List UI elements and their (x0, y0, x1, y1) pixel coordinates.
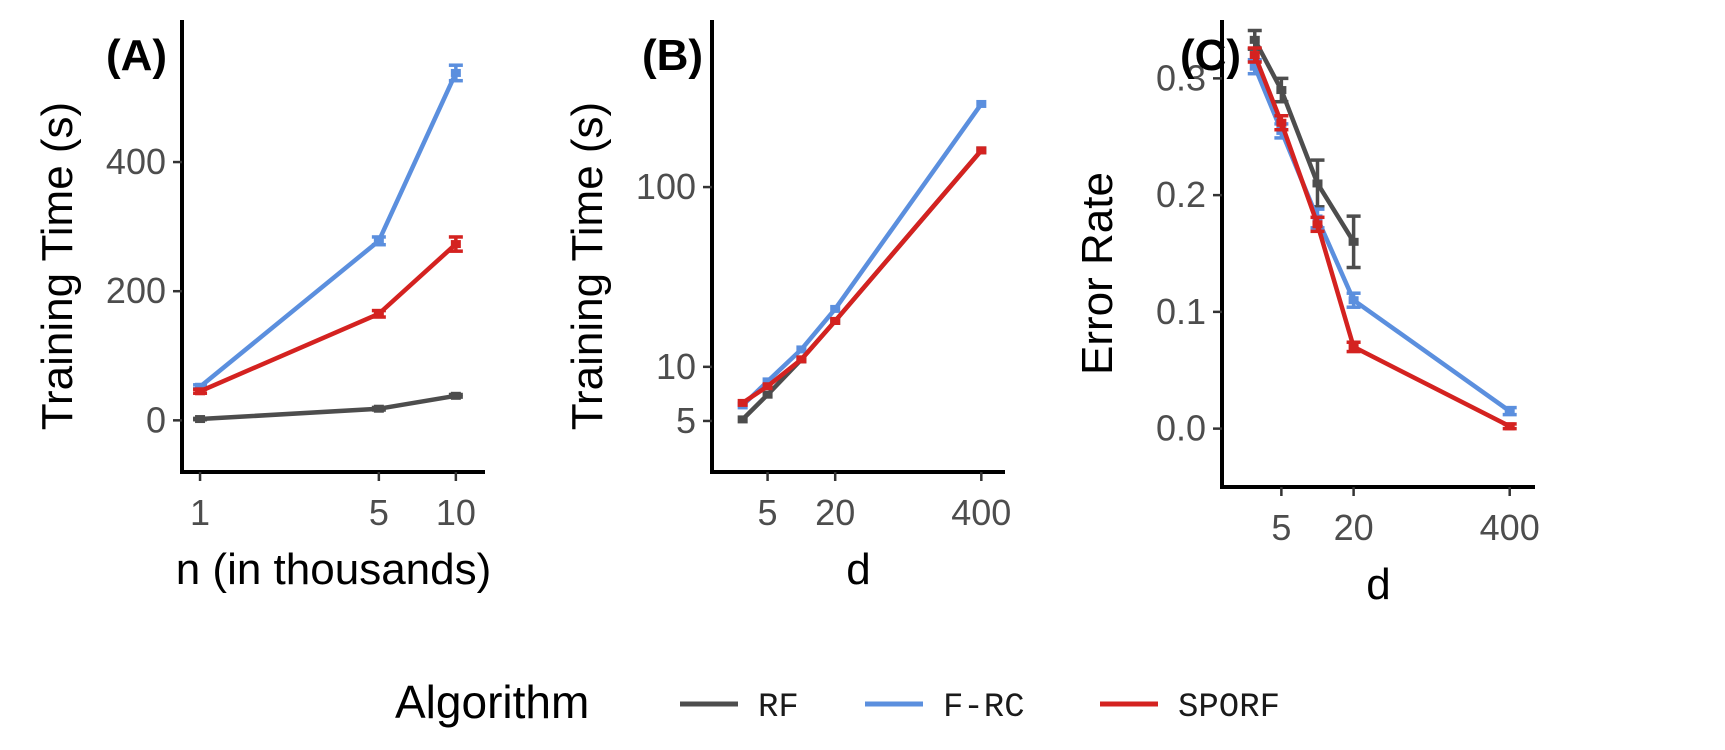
legend-label-rf: RF (758, 689, 799, 727)
x-axis-title: d (1366, 560, 1390, 609)
data-point (976, 146, 987, 155)
x-tick-label: 5 (369, 492, 389, 533)
legend-title: Algorithm (395, 676, 589, 728)
data-point (373, 236, 384, 245)
data-point (762, 377, 773, 386)
series-line (197, 70, 459, 390)
legend-label-f-rc: F-RC (943, 689, 1025, 727)
series-sporf (737, 146, 987, 407)
series-sporf (193, 235, 463, 396)
data-point (1348, 342, 1359, 351)
panel-label: (C) (1180, 31, 1241, 80)
data-point (1312, 220, 1323, 229)
data-point (373, 404, 384, 413)
data-point (1348, 237, 1359, 246)
series-f-rc (737, 99, 987, 410)
legend: Algorithm RF F-RC SPORF (395, 676, 1280, 728)
data-point (195, 382, 206, 391)
data-point (1249, 35, 1260, 44)
data-point (737, 415, 748, 424)
data-point (762, 390, 773, 399)
data-point (796, 355, 807, 364)
legend-label-sporf: SPORF (1178, 689, 1280, 727)
x-tick-label: 20 (1334, 507, 1374, 548)
data-point (830, 304, 841, 313)
data-point (1504, 407, 1515, 416)
data-point (1249, 62, 1260, 71)
x-axis-title: d (846, 545, 870, 594)
data-point (1276, 118, 1287, 127)
data-point (1504, 422, 1515, 431)
y-tick-label: 5 (676, 400, 696, 441)
series-line (740, 148, 984, 406)
y-tick-label: 0.2 (1156, 174, 1206, 215)
x-tick-label: 5 (758, 492, 778, 533)
panel-label: (B) (642, 31, 703, 80)
panel-b: 5 10 100 5 20 400 d Training Time (s) (B) (563, 20, 1011, 594)
y-axis-title: Training Time (s) (33, 102, 82, 430)
series-line (740, 101, 984, 408)
data-point (195, 415, 206, 424)
x-tick-label: 5 (1271, 507, 1291, 548)
data-point (1312, 179, 1323, 188)
panel-c: 0.0 0.1 0.2 0.3 5 20 400 d Error Rate (C) (1073, 20, 1540, 609)
data-point (450, 240, 461, 249)
data-point (762, 382, 773, 391)
data-point (1276, 86, 1287, 95)
y-tick-label: 0.3 (1156, 57, 1206, 98)
data-point (976, 99, 987, 108)
series-line (197, 241, 459, 394)
y-tick-label: 0.0 (1156, 408, 1206, 449)
data-point (1348, 296, 1359, 305)
y-tick-label: 10 (656, 346, 696, 387)
y-tick-label: 400 (106, 141, 166, 182)
x-tick-label: 1 (190, 492, 210, 533)
data-point (1249, 51, 1260, 60)
data-point (195, 387, 206, 396)
series-sporf (1247, 46, 1517, 431)
data-point (450, 68, 461, 77)
y-tick-label: 0 (146, 399, 166, 440)
y-axis-title: Error Rate (1073, 172, 1122, 375)
panel-a: 0 200 400 1 5 10 n (in thousands) Training Time… (33, 20, 491, 594)
series-line (197, 393, 459, 422)
y-tick-label: 200 (106, 270, 166, 311)
series-rf (193, 391, 463, 424)
series-line (1252, 37, 1356, 245)
data-point (450, 391, 461, 400)
x-tick-label: 400 (951, 492, 1011, 533)
data-point (737, 398, 748, 407)
series-rf (1247, 28, 1361, 270)
x-axis-title: n (in thousands) (176, 545, 492, 594)
series-line (1252, 52, 1512, 429)
y-tick-label: 100 (636, 166, 696, 207)
y-tick-label: 0.1 (1156, 291, 1206, 332)
data-point (373, 309, 384, 318)
x-tick-label: 10 (436, 492, 476, 533)
x-tick-label: 400 (1480, 507, 1540, 548)
series-f-rc (193, 63, 463, 391)
panel-label: (A) (106, 31, 167, 80)
y-axis-title: Training Time (s) (563, 102, 612, 430)
data-point (796, 345, 807, 354)
data-point (830, 316, 841, 325)
x-tick-label: 20 (815, 492, 855, 533)
